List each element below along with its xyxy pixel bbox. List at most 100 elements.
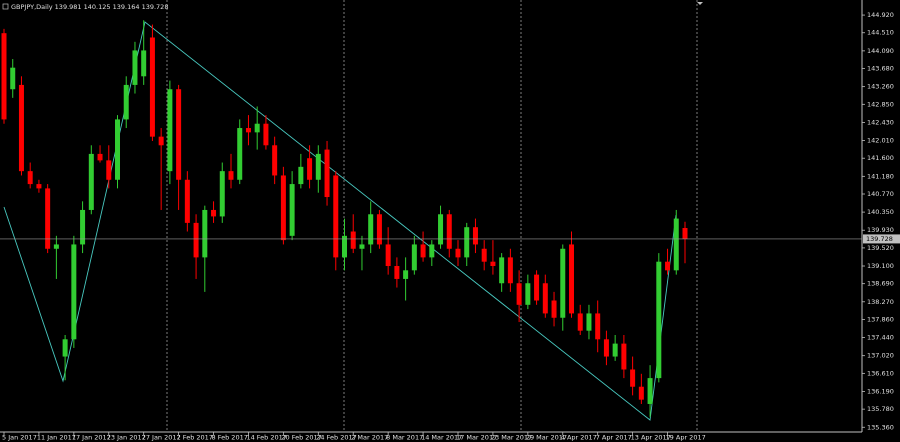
y-tick-label: 140.350 — [867, 208, 894, 216]
candle-body — [455, 248, 461, 258]
candle-body — [560, 248, 566, 318]
y-tick-label: 142.430 — [867, 118, 894, 126]
candle-body — [36, 184, 42, 189]
y-tick-label: 139.520 — [867, 244, 894, 252]
candle-body — [237, 128, 243, 180]
symbol-icon — [2, 3, 9, 10]
x-tick-label: 24 Feb 2017 — [316, 434, 356, 442]
candle-body — [612, 343, 618, 357]
candle-body — [673, 218, 679, 271]
candle-body — [97, 153, 103, 161]
x-tick-label: 29 Mar 2017 — [526, 434, 567, 442]
title-high: 140.125 — [84, 3, 111, 11]
x-tick-label: 2 Mar 2017 — [351, 434, 388, 442]
x-tick-label: 27 Jan 2017 — [142, 434, 181, 442]
candle-body — [254, 123, 260, 133]
y-tick-label: 135.360 — [867, 423, 894, 431]
candle-body — [411, 244, 417, 271]
x-tick-label: 17 Mar 2017 — [456, 434, 497, 442]
x-tick-label: 8 Mar 2017 — [386, 434, 423, 442]
candle-body — [656, 261, 662, 379]
y-tick-label: 138.690 — [867, 280, 894, 288]
candle-body — [315, 153, 321, 180]
y-tick-label: 142.850 — [867, 100, 894, 108]
candle-body — [534, 274, 540, 301]
candle-body — [429, 244, 435, 258]
candle-body — [263, 123, 269, 146]
y-tick-label: 141.600 — [867, 154, 894, 162]
candle-body — [569, 244, 574, 314]
candle-body — [359, 244, 365, 249]
y-tick-label: 143.260 — [867, 83, 894, 91]
x-tick-label: 5 Jan 2017 — [2, 434, 37, 442]
y-tick-label: 139.930 — [867, 226, 894, 234]
candle-body — [307, 158, 313, 180]
candle-body — [88, 153, 94, 210]
candle-body — [525, 283, 531, 305]
y-tick-label: 135.780 — [867, 405, 894, 413]
candle-body — [106, 160, 112, 180]
y-tick-label: 139.100 — [867, 262, 894, 270]
y-tick-label: 140.770 — [867, 190, 894, 198]
candle-body — [499, 257, 505, 284]
x-tick-label: 4 Apr 2017 — [561, 434, 597, 442]
title-close: 139.728 — [142, 3, 169, 11]
zigzag-trendline — [3, 21, 677, 421]
candle-body — [298, 166, 304, 185]
y-tick-label: 142.010 — [867, 137, 894, 145]
candle-body — [289, 184, 295, 236]
candle-body — [228, 171, 234, 180]
x-tick-label: 19 Apr 2017 — [666, 434, 706, 442]
y-tick-label: 144.090 — [867, 47, 894, 55]
candle-body — [516, 283, 522, 305]
candle-body — [350, 231, 356, 249]
x-tick-label: 23 Mar 2017 — [491, 434, 532, 442]
candle-body — [71, 244, 77, 340]
y-tick-label: 138.270 — [867, 298, 894, 306]
x-tick-label: 23 Jan 2017 — [107, 434, 146, 442]
candle-body — [542, 283, 548, 314]
y-tick-label: 144.510 — [867, 29, 894, 37]
title-symbol: GBPJPY,Daily — [11, 3, 53, 11]
candle-body — [682, 228, 688, 239]
candle-body — [595, 313, 601, 340]
x-tick-label: 8 Feb 2017 — [212, 434, 248, 442]
candle-body — [403, 270, 409, 279]
candle-body — [420, 244, 426, 258]
x-tick-label: 13 Apr 2017 — [631, 434, 671, 442]
candle-body — [438, 214, 444, 245]
x-tick-label: 14 Feb 2017 — [246, 434, 286, 442]
y-tick-label: 141.180 — [867, 172, 894, 180]
candle-body — [176, 89, 182, 180]
candle-body — [184, 179, 190, 223]
candle-body — [324, 149, 330, 198]
y-tick-label: 143.680 — [867, 65, 894, 73]
candle-body — [62, 339, 68, 357]
candle-body — [464, 227, 470, 258]
candle-body — [376, 214, 382, 245]
x-tick-label: 7 Apr 2017 — [596, 434, 632, 442]
candle-body — [394, 266, 400, 279]
candle-body — [245, 128, 251, 133]
title-low: 139.164 — [113, 3, 140, 11]
shift-marker — [697, 2, 703, 5]
candle-body — [586, 313, 592, 331]
candle-body — [638, 386, 644, 400]
candle-body — [603, 339, 609, 357]
candle-body — [149, 37, 155, 137]
title-open: 139.981 — [55, 3, 82, 11]
y-tick-label: 137.020 — [867, 352, 894, 360]
candle-body — [665, 261, 671, 271]
candle-body — [385, 244, 391, 267]
candle-body — [280, 175, 286, 241]
x-tick-label: 20 Feb 2017 — [281, 434, 321, 442]
x-tick-label: 17 Jan 2017 — [72, 434, 111, 442]
y-tick-label: 137.860 — [867, 315, 894, 323]
candle-body — [211, 209, 217, 217]
y-tick-label: 137.440 — [867, 334, 894, 342]
candle-body — [333, 175, 339, 258]
x-tick-label: 2 Feb 2017 — [177, 434, 213, 442]
candle-body — [368, 214, 374, 245]
candle-body — [115, 119, 120, 180]
